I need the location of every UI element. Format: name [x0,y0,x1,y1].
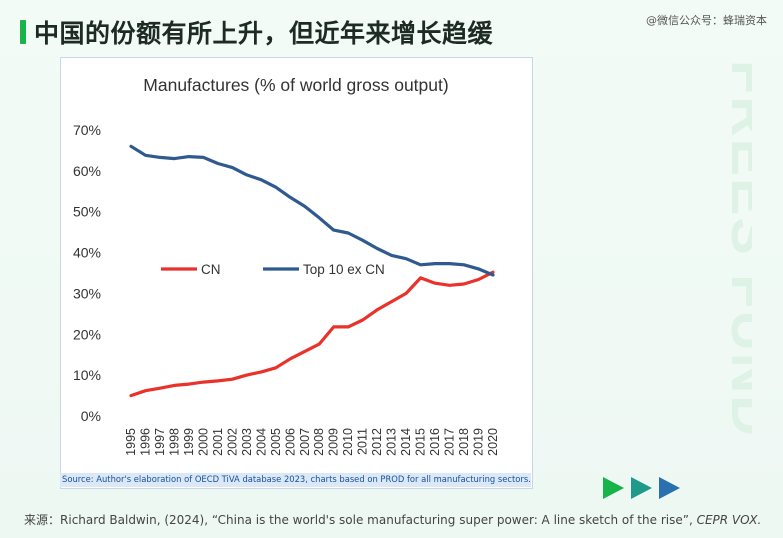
play-arrow-icon [603,477,624,499]
x-tick-label: 2001 [211,428,225,456]
x-tick-label: 2011 [356,428,370,455]
x-tick-label: 2019 [472,428,486,456]
y-tick-label: 20% [73,326,101,342]
y-tick-label: 0% [81,408,101,424]
side-watermark-text: FREES FUND [720,60,752,438]
footer-citation-text: Richard Baldwin, (2024), “China is the w… [60,513,697,527]
legend-label-cn: CN [201,262,221,277]
x-tick-label: 2010 [341,428,355,456]
x-tick-label: 2000 [196,428,210,456]
play-arrow-icon [659,477,680,499]
y-tick-label: 30% [73,285,101,301]
x-tick-label: 2017 [443,428,457,456]
side-watermark: FREES FUND [720,60,752,438]
x-tick-label: 1998 [167,428,181,456]
series-line-cn [129,270,495,398]
arrow-group [603,477,680,499]
footer-journal: CEPR VOX. [696,513,762,527]
x-tick-label: 2014 [399,428,413,456]
source-note: Source: Author's elaboration of OECD TiV… [62,474,531,484]
x-tick-label: 2002 [225,428,239,456]
x-tick-label: 2003 [240,428,254,456]
x-tick-label: 2004 [254,428,268,456]
x-tick-label: 2018 [457,428,471,456]
wechat-watermark: @微信公众号：蜂瑞资本 [646,14,767,27]
x-tick-label: 2016 [428,428,442,456]
x-tick-label: 2006 [283,428,297,456]
series-line-top-10-ex-cn [129,144,495,277]
source-bar [60,473,531,487]
x-tick-label: 2008 [312,428,326,456]
x-tick-label: 2009 [327,428,341,456]
y-tick-label: 60% [73,163,101,179]
footer-prefix: 来源： [24,513,61,527]
x-tick-label: 1995 [124,428,138,456]
y-tick-label: 70% [73,122,101,138]
play-arrow-icon [631,477,652,499]
x-tick-label: 1997 [153,428,167,456]
x-tick-label: 2013 [385,428,399,456]
x-tick-label: 2012 [370,428,384,456]
legend-label-top10: Top 10 ex CN [303,262,385,277]
y-tick-label: 40% [73,245,101,261]
chart-panel: Manufactures (% of world gross output) 0%… [60,57,533,489]
x-tick-label: 2005 [269,428,283,456]
footer-citation: 来源：Richard Baldwin, (2024), “China is th… [24,511,761,528]
y-tick-label: 50% [73,204,101,220]
chart-title: Manufactures (% of world gross output) [143,75,448,95]
x-tick-label: 2015 [414,428,428,456]
y-tick-label: 10% [73,367,101,383]
x-tick-label: 1996 [138,428,152,456]
x-tick-label: 2020 [486,428,500,456]
x-tick-label: 2007 [298,428,312,456]
title-accent-bar [20,20,26,44]
x-tick-label: 1999 [182,428,196,456]
slide-title: 中国的份额有所上升，但近年来增长趋缓 [34,19,494,48]
line-chart: Manufactures (% of world gross output) 0%… [73,75,500,456]
